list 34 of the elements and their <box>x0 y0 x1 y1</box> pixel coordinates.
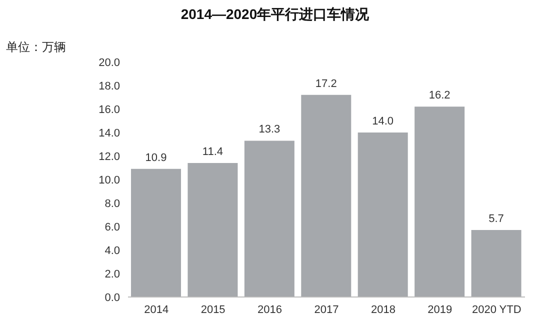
bar <box>188 163 238 297</box>
data-label: 13.3 <box>258 124 280 136</box>
y-tick-label: 20.0 <box>98 56 120 69</box>
x-tick-label: 2017 <box>314 304 339 316</box>
data-label: 11.4 <box>202 146 224 158</box>
data-label: 17.2 <box>315 78 337 90</box>
y-tick-label: 18.0 <box>98 80 120 92</box>
x-tick-label: 2015 <box>200 304 226 316</box>
y-tick-label: 10.0 <box>98 174 120 186</box>
data-label: 5.7 <box>488 213 504 226</box>
data-label: 10.9 <box>145 152 167 164</box>
x-tick-label: 2014 <box>144 304 169 316</box>
y-tick-label: 0.0 <box>104 292 120 304</box>
y-tick-label: 8.0 <box>104 198 120 210</box>
x-tick-label: 2020 YTD <box>472 304 522 316</box>
y-tick-label: 2.0 <box>104 268 120 280</box>
y-tick-label: 14.0 <box>98 127 120 140</box>
y-tick-label: 6.0 <box>104 221 120 234</box>
bar <box>131 168 181 297</box>
bar <box>358 132 408 297</box>
data-label: 14.0 <box>372 116 394 128</box>
y-tick-label: 16.0 <box>98 104 120 116</box>
data-label: 16.2 <box>428 90 450 102</box>
y-tick-label: 4.0 <box>104 244 120 257</box>
chart-title: 2014—2020年平行进口车情况 <box>180 6 370 24</box>
x-tick-label: 2019 <box>428 304 452 316</box>
y-axis-title: 单位：万辆 <box>6 39 66 56</box>
y-tick-label: 12.0 <box>98 150 120 163</box>
bar <box>244 140 294 297</box>
bar <box>301 94 352 297</box>
bar <box>414 106 465 297</box>
bar <box>471 230 522 297</box>
x-tick-label: 2016 <box>258 304 282 316</box>
x-tick-label: 2018 <box>370 304 396 316</box>
